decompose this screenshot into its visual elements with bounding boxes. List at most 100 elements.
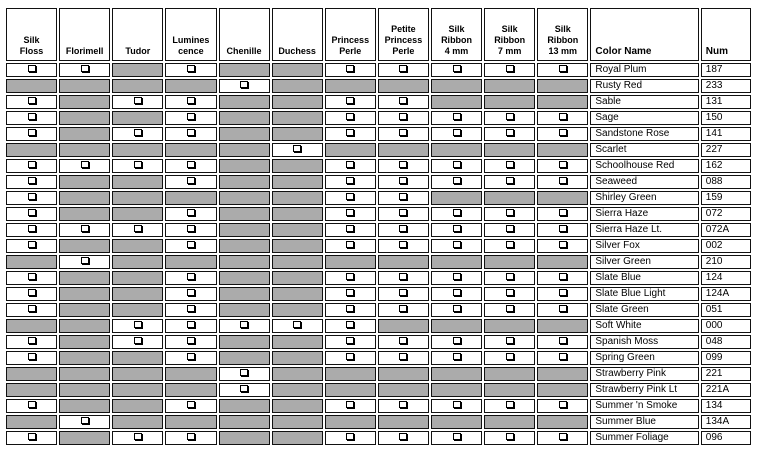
checkbox-icon[interactable] [346, 192, 355, 200]
checkbox-icon[interactable] [80, 160, 89, 168]
checkbox-icon[interactable] [186, 160, 195, 168]
checkbox-icon[interactable] [240, 384, 249, 392]
checkbox-icon[interactable] [186, 432, 195, 440]
checkbox-icon[interactable] [505, 112, 514, 120]
checkbox-icon[interactable] [133, 320, 142, 328]
checkbox-icon[interactable] [505, 336, 514, 344]
checkbox-icon[interactable] [399, 128, 408, 136]
checkbox-icon[interactable] [346, 304, 355, 312]
checkbox-icon[interactable] [558, 224, 567, 232]
checkbox-icon[interactable] [452, 240, 461, 248]
checkbox-icon[interactable] [505, 288, 514, 296]
checkbox-icon[interactable] [452, 128, 461, 136]
checkbox-icon[interactable] [27, 272, 36, 280]
checkbox-icon[interactable] [27, 128, 36, 136]
checkbox-icon[interactable] [558, 176, 567, 184]
checkbox-icon[interactable] [399, 96, 408, 104]
checkbox-icon[interactable] [399, 112, 408, 120]
checkbox-icon[interactable] [399, 64, 408, 72]
checkbox-icon[interactable] [293, 144, 302, 152]
checkbox-icon[interactable] [346, 432, 355, 440]
checkbox-icon[interactable] [558, 128, 567, 136]
checkbox-icon[interactable] [186, 336, 195, 344]
checkbox-icon[interactable] [399, 240, 408, 248]
checkbox-icon[interactable] [27, 192, 36, 200]
checkbox-icon[interactable] [558, 272, 567, 280]
checkbox-icon[interactable] [399, 336, 408, 344]
checkbox-icon[interactable] [346, 224, 355, 232]
checkbox-icon[interactable] [558, 208, 567, 216]
checkbox-icon[interactable] [27, 240, 36, 248]
checkbox-icon[interactable] [558, 336, 567, 344]
checkbox-icon[interactable] [27, 304, 36, 312]
checkbox-icon[interactable] [80, 224, 89, 232]
checkbox-icon[interactable] [133, 336, 142, 344]
checkbox-icon[interactable] [27, 224, 36, 232]
checkbox-icon[interactable] [27, 64, 36, 72]
checkbox-icon[interactable] [133, 128, 142, 136]
checkbox-icon[interactable] [558, 240, 567, 248]
checkbox-icon[interactable] [27, 208, 36, 216]
checkbox-icon[interactable] [346, 112, 355, 120]
checkbox-icon[interactable] [452, 176, 461, 184]
checkbox-icon[interactable] [27, 352, 36, 360]
checkbox-icon[interactable] [505, 64, 514, 72]
checkbox-icon[interactable] [452, 304, 461, 312]
checkbox-icon[interactable] [452, 64, 461, 72]
checkbox-icon[interactable] [558, 400, 567, 408]
checkbox-icon[interactable] [186, 320, 195, 328]
checkbox-icon[interactable] [452, 336, 461, 344]
checkbox-icon[interactable] [27, 176, 36, 184]
checkbox-icon[interactable] [186, 128, 195, 136]
checkbox-icon[interactable] [80, 256, 89, 264]
checkbox-icon[interactable] [80, 64, 89, 72]
checkbox-icon[interactable] [186, 240, 195, 248]
checkbox-icon[interactable] [293, 320, 302, 328]
checkbox-icon[interactable] [133, 432, 142, 440]
checkbox-icon[interactable] [346, 240, 355, 248]
checkbox-icon[interactable] [399, 272, 408, 280]
checkbox-icon[interactable] [27, 160, 36, 168]
checkbox-icon[interactable] [399, 304, 408, 312]
checkbox-icon[interactable] [27, 400, 36, 408]
checkbox-icon[interactable] [452, 352, 461, 360]
checkbox-icon[interactable] [558, 352, 567, 360]
checkbox-icon[interactable] [399, 192, 408, 200]
checkbox-icon[interactable] [240, 80, 249, 88]
checkbox-icon[interactable] [399, 288, 408, 296]
checkbox-icon[interactable] [505, 240, 514, 248]
checkbox-icon[interactable] [399, 176, 408, 184]
checkbox-icon[interactable] [133, 160, 142, 168]
checkbox-icon[interactable] [27, 96, 36, 104]
checkbox-icon[interactable] [133, 96, 142, 104]
checkbox-icon[interactable] [505, 304, 514, 312]
checkbox-icon[interactable] [346, 336, 355, 344]
checkbox-icon[interactable] [27, 336, 36, 344]
checkbox-icon[interactable] [186, 224, 195, 232]
checkbox-icon[interactable] [80, 416, 89, 424]
checkbox-icon[interactable] [346, 160, 355, 168]
checkbox-icon[interactable] [27, 288, 36, 296]
checkbox-icon[interactable] [558, 304, 567, 312]
checkbox-icon[interactable] [452, 288, 461, 296]
checkbox-icon[interactable] [452, 224, 461, 232]
checkbox-icon[interactable] [505, 128, 514, 136]
checkbox-icon[interactable] [452, 112, 461, 120]
checkbox-icon[interactable] [505, 176, 514, 184]
checkbox-icon[interactable] [27, 112, 36, 120]
checkbox-icon[interactable] [505, 208, 514, 216]
checkbox-icon[interactable] [558, 432, 567, 440]
checkbox-icon[interactable] [186, 288, 195, 296]
checkbox-icon[interactable] [186, 304, 195, 312]
checkbox-icon[interactable] [452, 400, 461, 408]
checkbox-icon[interactable] [186, 352, 195, 360]
checkbox-icon[interactable] [346, 128, 355, 136]
checkbox-icon[interactable] [346, 272, 355, 280]
checkbox-icon[interactable] [186, 64, 195, 72]
checkbox-icon[interactable] [133, 224, 142, 232]
checkbox-icon[interactable] [346, 176, 355, 184]
checkbox-icon[interactable] [505, 400, 514, 408]
checkbox-icon[interactable] [505, 160, 514, 168]
checkbox-icon[interactable] [346, 320, 355, 328]
checkbox-icon[interactable] [186, 96, 195, 104]
